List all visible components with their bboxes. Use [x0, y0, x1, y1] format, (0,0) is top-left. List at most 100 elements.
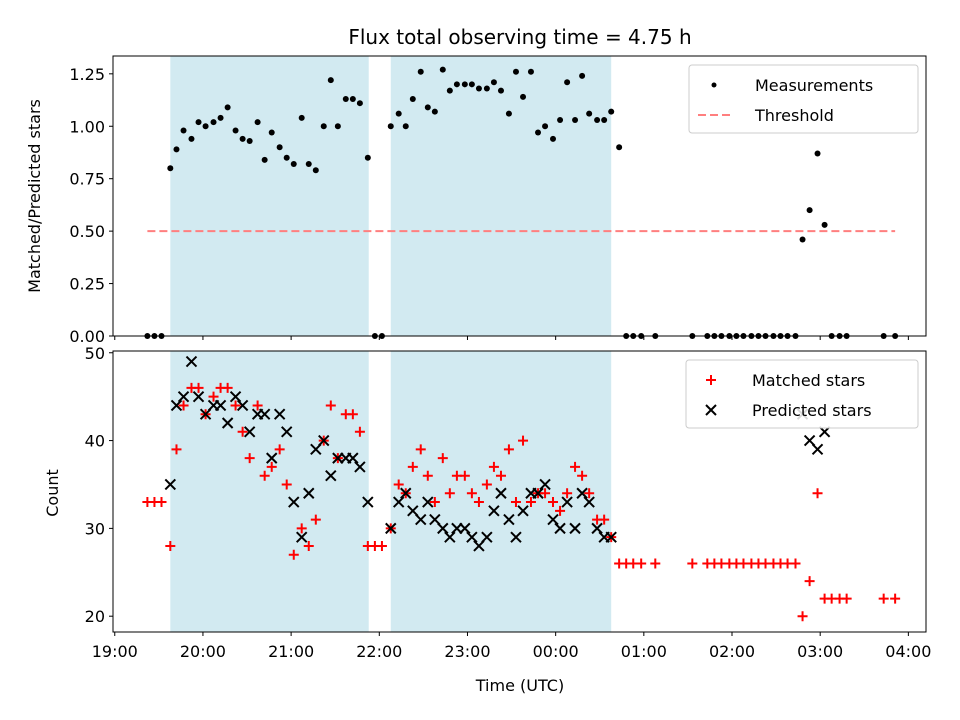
x-axis-label: Time (UTC): [475, 676, 564, 695]
data-point: [409, 95, 416, 102]
data-point: [217, 114, 224, 121]
data-point: [481, 479, 492, 490]
data-point: [446, 87, 453, 94]
legend-box: [688, 64, 919, 134]
legend-label: Threshold: [754, 106, 834, 125]
data-point: [579, 72, 586, 79]
y-tick-label: 0.75: [69, 170, 105, 189]
data-point: [503, 444, 514, 455]
data-point: [562, 488, 573, 499]
data-point: [415, 444, 426, 455]
data-point: [488, 505, 500, 517]
data-point: [334, 123, 341, 130]
y-tick-label: 30: [85, 519, 105, 538]
x-tick-label: 02:00: [709, 642, 755, 661]
observing-window-1: [390, 56, 612, 336]
data-point: [208, 391, 219, 402]
data-point: [254, 119, 261, 126]
data-point: [195, 119, 202, 126]
data-point: [303, 487, 315, 499]
data-point: [790, 558, 801, 569]
data-point: [156, 497, 167, 508]
data-point: [548, 497, 559, 508]
data-point: [258, 408, 271, 420]
legend-marker: [705, 404, 717, 416]
data-point: [444, 488, 455, 499]
data-point: [167, 165, 174, 172]
data-point: [429, 497, 440, 508]
data-point: [459, 522, 471, 535]
data-point: [236, 399, 249, 412]
data-point: [415, 513, 427, 526]
data-point: [202, 123, 209, 130]
legend: Measurements Threshold: [688, 64, 919, 134]
x-tick-label: 03:00: [797, 642, 843, 661]
data-point: [550, 135, 557, 142]
data-point: [376, 540, 387, 551]
data-point: [224, 104, 231, 111]
data-point: [185, 355, 198, 368]
data-point: [429, 513, 441, 526]
x-tick-label: 04:00: [885, 642, 931, 661]
data-point: [512, 68, 519, 75]
data-point: [243, 426, 256, 438]
data-point: [252, 400, 263, 411]
data-point: [392, 496, 405, 508]
data-point: [542, 123, 549, 130]
data-point: [497, 87, 504, 94]
x-tick-label: 23:00: [444, 642, 490, 661]
observing-window-0: [170, 351, 369, 632]
data-point: [288, 549, 299, 560]
data-point: [199, 408, 212, 420]
data-point: [616, 144, 623, 151]
data-point: [878, 593, 889, 604]
data-point: [488, 461, 499, 472]
y-tick-label: 50: [85, 344, 105, 363]
data-point: [274, 444, 285, 455]
data-point: [395, 110, 402, 117]
data-point: [192, 390, 205, 403]
legend-label: Predicted stars: [752, 401, 872, 420]
data-point: [555, 505, 566, 516]
data-point: [517, 505, 529, 517]
top-plot-panel: 0.00 0.25 0.50 0.75 1.00 1.25 Measurements Thre…: [69, 55, 927, 346]
data-point: [239, 135, 246, 142]
data-point: [230, 400, 241, 411]
data-point: [431, 108, 438, 115]
data-point: [303, 540, 314, 551]
data-point: [811, 443, 824, 456]
x-tick-label: 00:00: [533, 642, 579, 661]
data-point: [473, 497, 484, 508]
data-point: [290, 161, 297, 168]
data-point: [540, 488, 551, 499]
data-point: [273, 408, 286, 420]
data-point: [466, 488, 477, 499]
data-point: [266, 461, 277, 472]
data-point: [261, 156, 268, 163]
data-point: [608, 108, 615, 115]
data-point: [577, 470, 588, 481]
data-point: [594, 116, 601, 123]
data-point: [650, 558, 661, 569]
y-tick-label: 1.00: [69, 117, 105, 136]
data-point: [444, 531, 456, 543]
axes-frame: [112, 55, 927, 337]
data-point: [165, 540, 176, 551]
data-point: [268, 129, 275, 136]
observing-window-1: [390, 351, 612, 632]
data-point: [298, 114, 305, 121]
data-point: [214, 399, 227, 412]
data-point: [400, 487, 412, 499]
data-point: [221, 417, 234, 429]
x-tick-label: 01:00: [621, 642, 667, 661]
data-point: [591, 522, 603, 535]
y-tick-label: 0.25: [69, 275, 105, 294]
data-point: [422, 470, 433, 481]
series-predicted-stars: [164, 355, 831, 552]
data-point: [468, 81, 475, 88]
data-point: [636, 558, 647, 569]
y-tick-label: 40: [85, 432, 105, 451]
data-point: [424, 104, 431, 111]
data-point: [232, 127, 239, 134]
